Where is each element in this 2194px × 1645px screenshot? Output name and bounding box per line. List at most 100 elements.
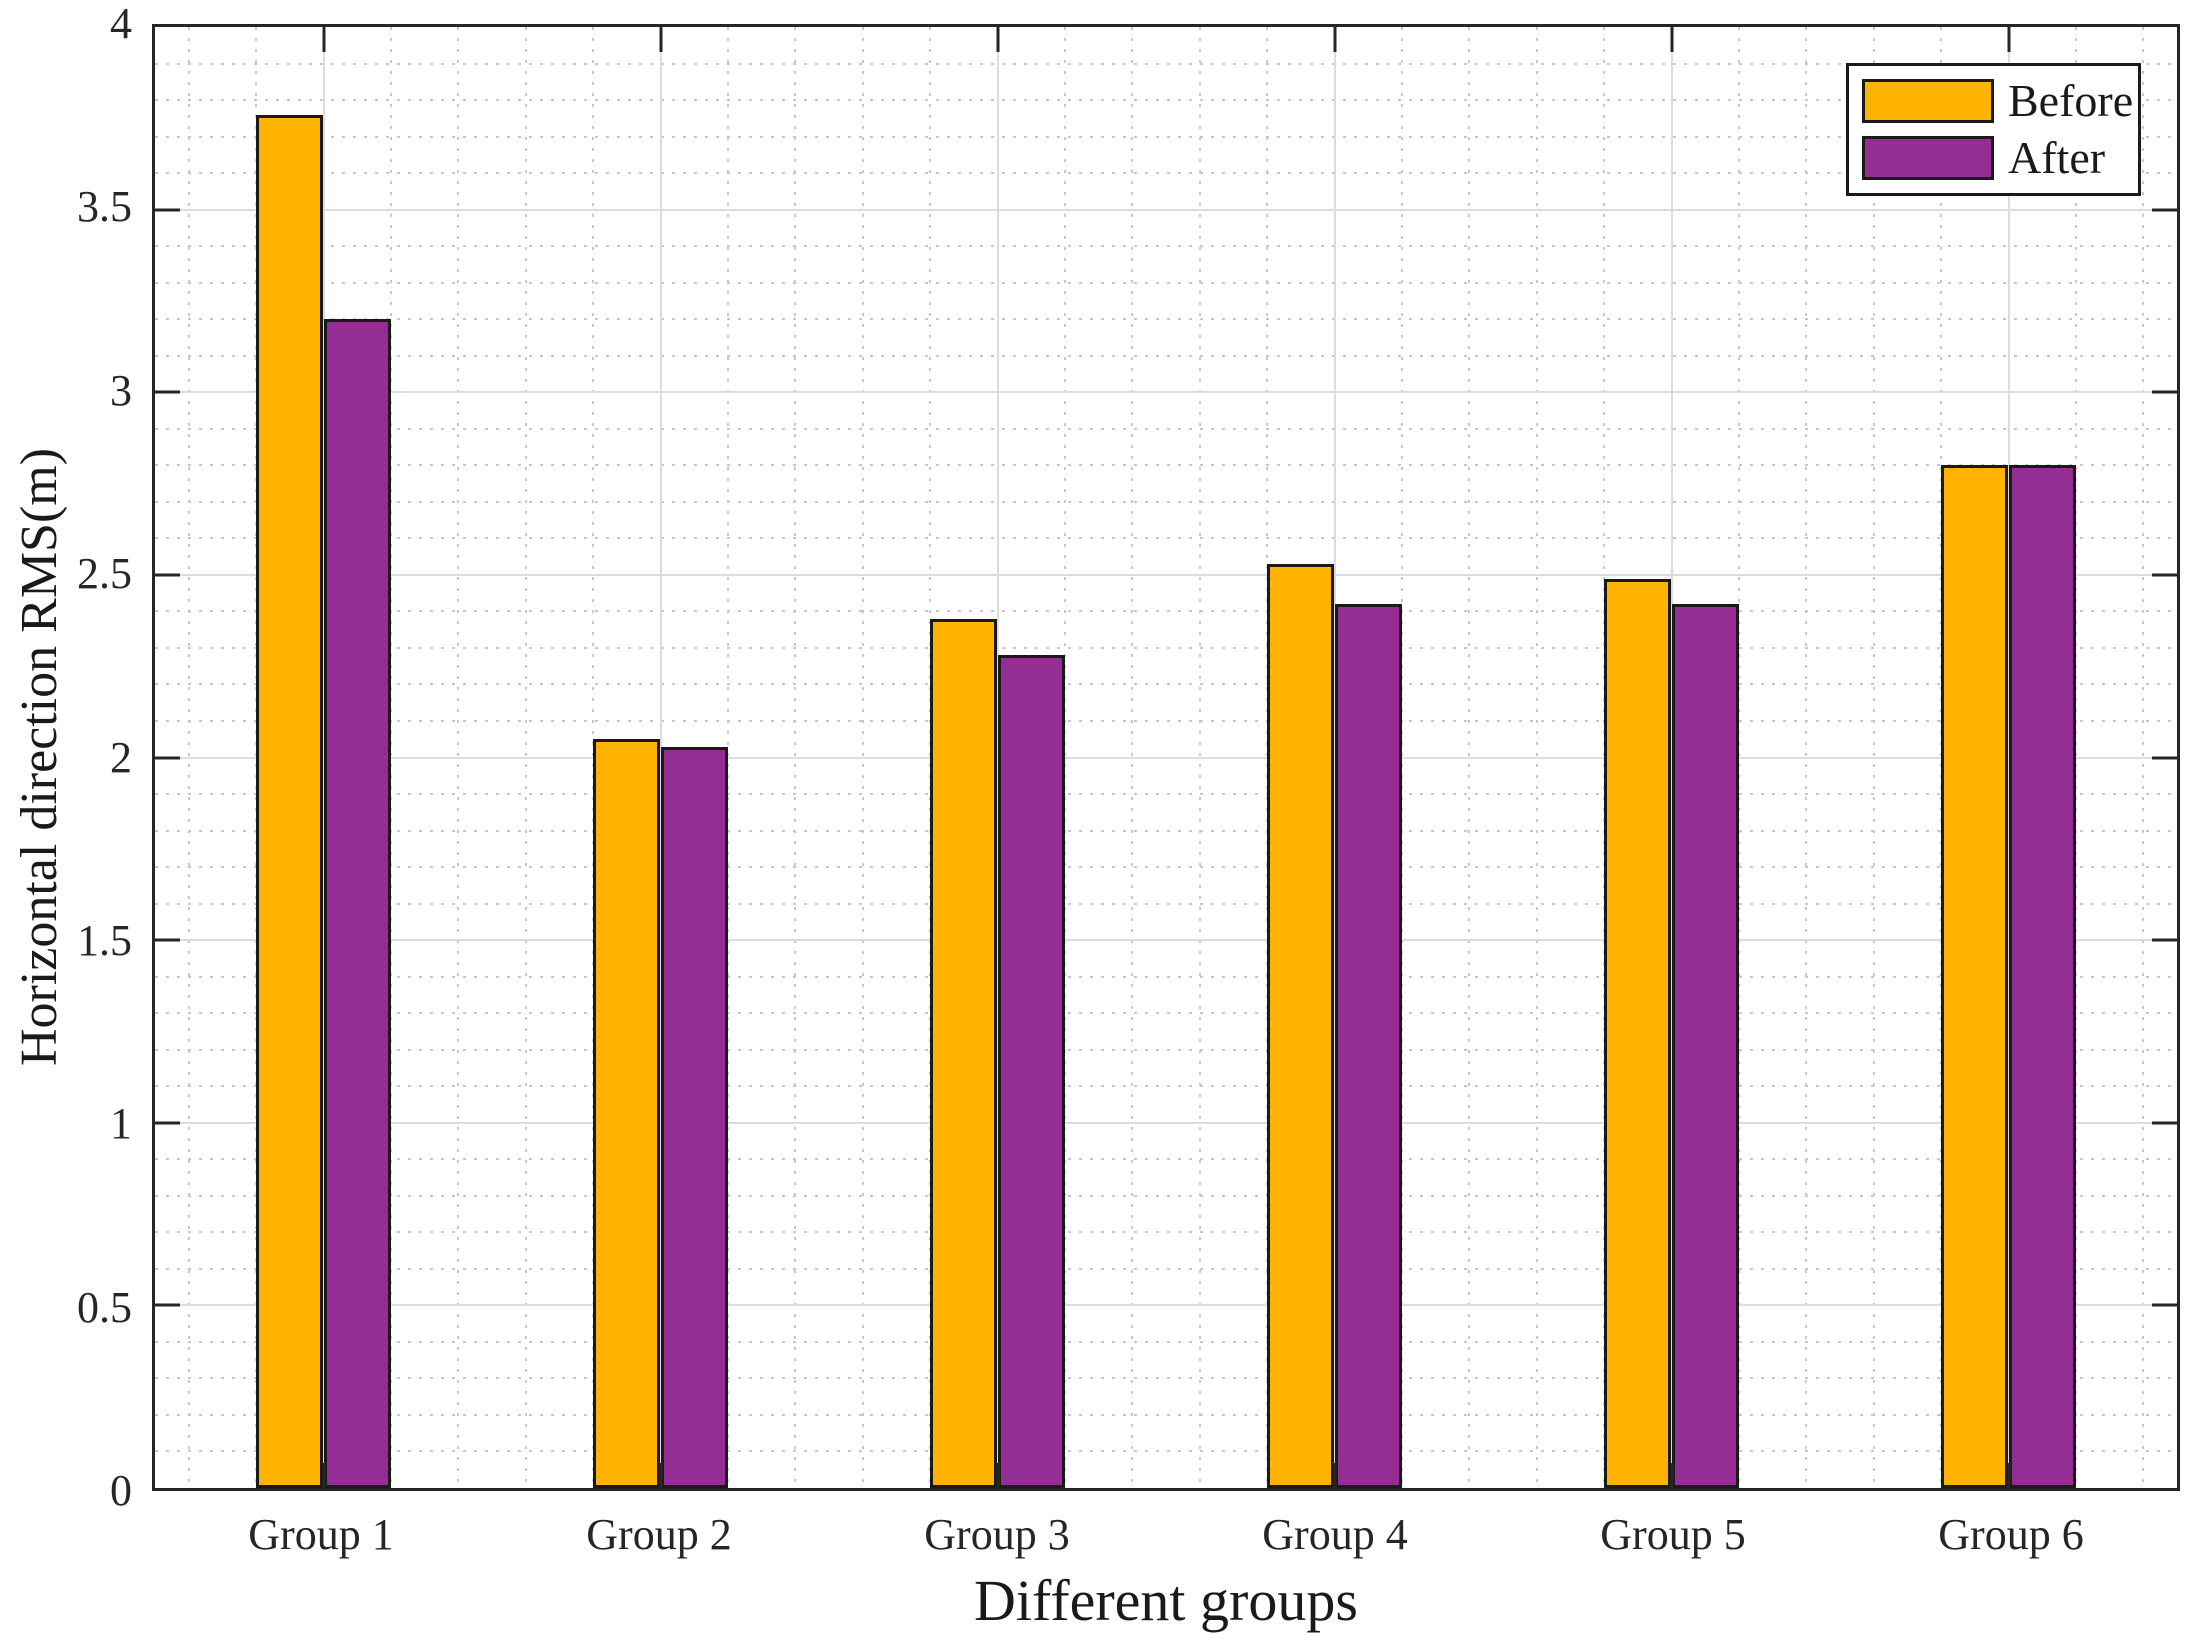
- x-axis-tick: [996, 27, 999, 52]
- minor-gridline-h: [155, 1267, 2177, 1270]
- x-tick-label: Group 3: [924, 1510, 1070, 1559]
- minor-gridline-h: [155, 354, 2177, 357]
- minor-gridline-h: [155, 99, 2177, 102]
- x-tick-label: Group 5: [1600, 1510, 1746, 1559]
- bar-before-group-6: [1941, 465, 2009, 1488]
- minor-gridline-h: [155, 281, 2177, 284]
- minor-gridline-h: [155, 610, 2177, 613]
- x-axis-tick-labels: Group 1 Group 2 Group 3 Group 4 Group 5 Group…: [152, 1491, 2180, 1571]
- minor-gridline-h: [155, 245, 2177, 248]
- x-axis-tick: [2007, 1463, 2010, 1488]
- minor-gridline-h: [155, 318, 2177, 321]
- minor-gridline-h: [155, 1012, 2177, 1015]
- y-axis-tick: [155, 390, 180, 394]
- x-tick-label: Group 6: [1938, 1510, 2084, 1559]
- y-tick-label: 4: [110, 0, 132, 48]
- major-gridline-h: [155, 391, 2177, 394]
- bar-before-group-4: [1267, 563, 1335, 1488]
- y-tick-label: 1.5: [77, 915, 132, 965]
- y-tick-label: 1: [110, 1099, 132, 1149]
- legend-label-before: Before: [2008, 75, 2134, 126]
- minor-gridline-h: [155, 172, 2177, 175]
- minor-gridline-h: [155, 683, 2177, 686]
- y-axis-tick: [2152, 390, 2177, 394]
- minor-gridline-h: [155, 1377, 2177, 1380]
- y-tick-label: 0.5: [77, 1282, 132, 1332]
- major-gridline-h: [155, 1304, 2177, 1307]
- minor-gridline-h: [155, 1231, 2177, 1234]
- x-tick-label: Group 1: [248, 1510, 394, 1559]
- major-gridline-h: [155, 756, 2177, 759]
- y-axis-tick: [2152, 1303, 2177, 1307]
- bar-before-group-5: [1604, 578, 1672, 1488]
- legend-swatch-before: [1862, 79, 1994, 123]
- bar-after-group-1: [323, 319, 391, 1488]
- bar-after-group-2: [660, 746, 728, 1488]
- x-tick-label: Group 4: [1262, 1510, 1408, 1559]
- x-axis-tick: [659, 1463, 662, 1488]
- minor-gridline-h: [155, 500, 2177, 503]
- y-axis-tick: [2152, 1121, 2177, 1125]
- y-axis-tick: [2152, 938, 2177, 942]
- major-gridline-h: [155, 1121, 2177, 1124]
- minor-gridline-h: [155, 1158, 2177, 1161]
- minor-gridline-h: [155, 1194, 2177, 1197]
- y-axis-tick: [155, 573, 180, 577]
- bar-after-group-4: [1334, 604, 1402, 1488]
- minor-gridline-h: [155, 793, 2177, 796]
- y-axis-tick: [155, 1121, 180, 1125]
- minor-gridline-h: [155, 719, 2177, 722]
- y-axis-tick: [155, 1303, 180, 1307]
- legend-label-after: After: [2008, 132, 2106, 183]
- y-tick-label: 3: [110, 365, 132, 415]
- minor-gridline-h: [155, 866, 2177, 869]
- bar-before-group-3: [930, 618, 998, 1488]
- minor-gridline-h: [155, 1450, 2177, 1453]
- plot-area: Before After: [152, 24, 2180, 1491]
- y-tick-label: 2.5: [77, 549, 132, 599]
- legend: Before After: [1846, 63, 2141, 196]
- minor-gridline-h: [155, 464, 2177, 467]
- y-axis-tick: [2152, 208, 2177, 212]
- minor-gridline-h: [155, 62, 2177, 65]
- x-axis-title: Different groups: [974, 1568, 1358, 1633]
- y-tick-label: 3.5: [77, 182, 132, 232]
- major-gridline-h: [155, 573, 2177, 576]
- minor-gridline-h: [155, 537, 2177, 540]
- major-gridline-h: [155, 939, 2177, 942]
- legend-item-before: Before: [1862, 78, 2133, 124]
- x-tick-label: Group 2: [586, 1510, 732, 1559]
- minor-gridline-h: [155, 1048, 2177, 1051]
- x-axis-tick: [2007, 27, 2010, 52]
- bar-after-group-3: [997, 655, 1065, 1488]
- minor-gridline-h: [155, 427, 2177, 430]
- legend-item-after: After: [1862, 135, 2128, 181]
- y-axis-tick: [2152, 756, 2177, 759]
- bar-before-group-2: [593, 739, 661, 1488]
- minor-gridline-h: [155, 902, 2177, 905]
- minor-gridline-h: [155, 829, 2177, 832]
- minor-gridline-h: [155, 1413, 2177, 1416]
- minor-gridline-h: [155, 646, 2177, 649]
- x-axis-tick: [1333, 27, 1336, 52]
- bar-before-group-1: [256, 114, 324, 1488]
- y-axis-tick: [155, 208, 180, 212]
- x-axis-tick: [322, 27, 325, 52]
- x-axis-tick: [322, 1463, 325, 1488]
- legend-swatch-after: [1862, 136, 1994, 180]
- bar-after-group-5: [1671, 604, 1739, 1488]
- x-axis-tick: [659, 27, 662, 52]
- minor-gridline-h: [155, 975, 2177, 978]
- y-axis-tick: [155, 756, 180, 759]
- y-axis-tick-labels: 0 0.5 1 1.5 2 2.5 3 3.5 4: [0, 2, 152, 1513]
- major-gridline-h: [155, 208, 2177, 211]
- x-axis-tick: [1670, 1463, 1673, 1488]
- x-axis-tick: [1670, 27, 1673, 52]
- minor-gridline-h: [155, 1340, 2177, 1343]
- y-axis-tick: [2152, 573, 2177, 577]
- x-axis-tick: [996, 1463, 999, 1488]
- minor-gridline-h: [155, 1085, 2177, 1088]
- y-tick-label: 2: [110, 732, 132, 782]
- minor-gridline-h: [155, 135, 2177, 138]
